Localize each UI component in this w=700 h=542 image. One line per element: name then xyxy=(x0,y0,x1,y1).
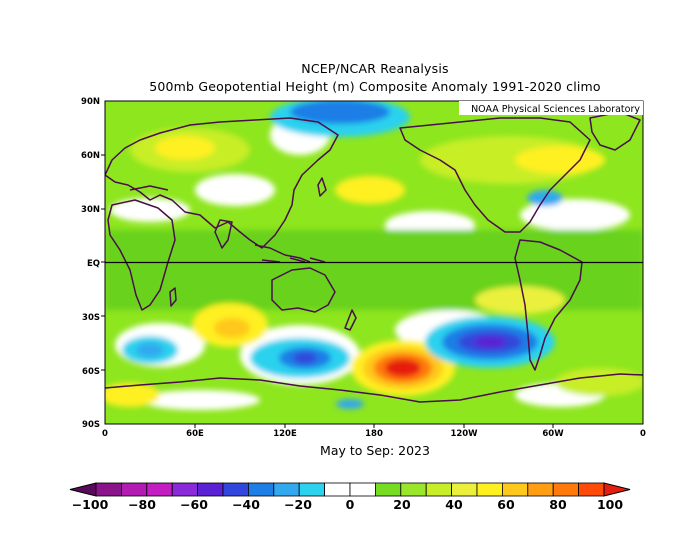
lon-label: 0 xyxy=(102,429,108,439)
colorbar-tick-label: −100 xyxy=(72,497,109,512)
colorbar-swatch xyxy=(400,482,427,497)
colorbar-swatch xyxy=(247,482,275,497)
colorbar-labels: −100 −80 −60 −40 −20 0 20 40 60 80 100 xyxy=(72,497,624,512)
chart-title: NCEP/NCAR Reanalysis xyxy=(301,61,449,76)
lat-axis: 90N 60N 30N EQ 30S 60S 90S xyxy=(81,97,100,430)
colorbar-swatch xyxy=(476,482,503,497)
lon-label: 0 xyxy=(640,429,646,439)
lat-label: 30N xyxy=(81,205,100,215)
lat-label: 90S xyxy=(82,420,100,430)
lon-label: 180 xyxy=(365,429,383,439)
colorbar-tick-label: 100 xyxy=(597,497,623,512)
colorbar-tick-label: 0 xyxy=(346,497,355,512)
colorbar-tick-label: 80 xyxy=(549,497,567,512)
colorbar-swatch xyxy=(349,482,376,497)
colorbar-tick-label: 20 xyxy=(393,497,411,512)
lat-label: 60S xyxy=(82,367,100,377)
colorbar-swatch xyxy=(425,482,453,497)
colorbar-swatch xyxy=(146,482,173,497)
lat-label: 30S xyxy=(82,313,100,323)
time-period-label: May to Sep: 2023 xyxy=(320,443,430,458)
anomaly-field xyxy=(105,101,643,424)
lon-label: 120E xyxy=(273,429,297,439)
colorbar-swatch xyxy=(501,482,529,497)
lat-ticks xyxy=(101,154,105,371)
colorbar-swatch xyxy=(324,482,351,497)
lat-label: 60N xyxy=(81,151,100,161)
colorbar-tick-label: 40 xyxy=(445,497,463,512)
colorbar-swatch xyxy=(552,482,580,497)
colorbar-tick-label: −80 xyxy=(128,497,156,512)
chart-subtitle: 500mb Geopotential Height (m) Composite … xyxy=(149,79,601,94)
colorbar xyxy=(69,482,631,497)
credit-text: NOAA Physical Sciences Laboratory xyxy=(471,104,640,115)
colorbar-swatch xyxy=(527,482,554,497)
colorbar-swatch xyxy=(222,482,249,497)
lon-label: 60E xyxy=(186,429,204,439)
lat-label: EQ xyxy=(87,259,100,269)
colorbar-over-arrow xyxy=(603,482,631,497)
colorbar-swatch xyxy=(578,482,605,497)
colorbar-swatch xyxy=(273,482,300,497)
lon-axis: 0 60E 120E 180 120W 60W 0 xyxy=(102,429,646,439)
colorbar-swatch xyxy=(374,482,402,497)
colorbar-tick-label: −20 xyxy=(284,497,312,512)
credit-box xyxy=(459,101,643,115)
lon-ticks xyxy=(194,424,554,428)
colorbar-swatch xyxy=(298,482,326,497)
colorbar-tick-label: −60 xyxy=(180,497,208,512)
colorbar-swatch xyxy=(95,482,122,497)
colorbar-swatch xyxy=(121,482,148,497)
colorbar-swatch xyxy=(197,482,224,497)
lat-label: 90N xyxy=(81,97,100,107)
colorbar-swatch xyxy=(451,482,478,497)
colorbar-tick-label: −40 xyxy=(232,497,260,512)
lon-label: 120W xyxy=(450,429,478,439)
colorbar-under-arrow xyxy=(69,482,97,497)
colorbar-tick-label: 60 xyxy=(497,497,515,512)
lon-label: 60W xyxy=(542,429,564,439)
colorbar-swatch xyxy=(171,482,198,497)
